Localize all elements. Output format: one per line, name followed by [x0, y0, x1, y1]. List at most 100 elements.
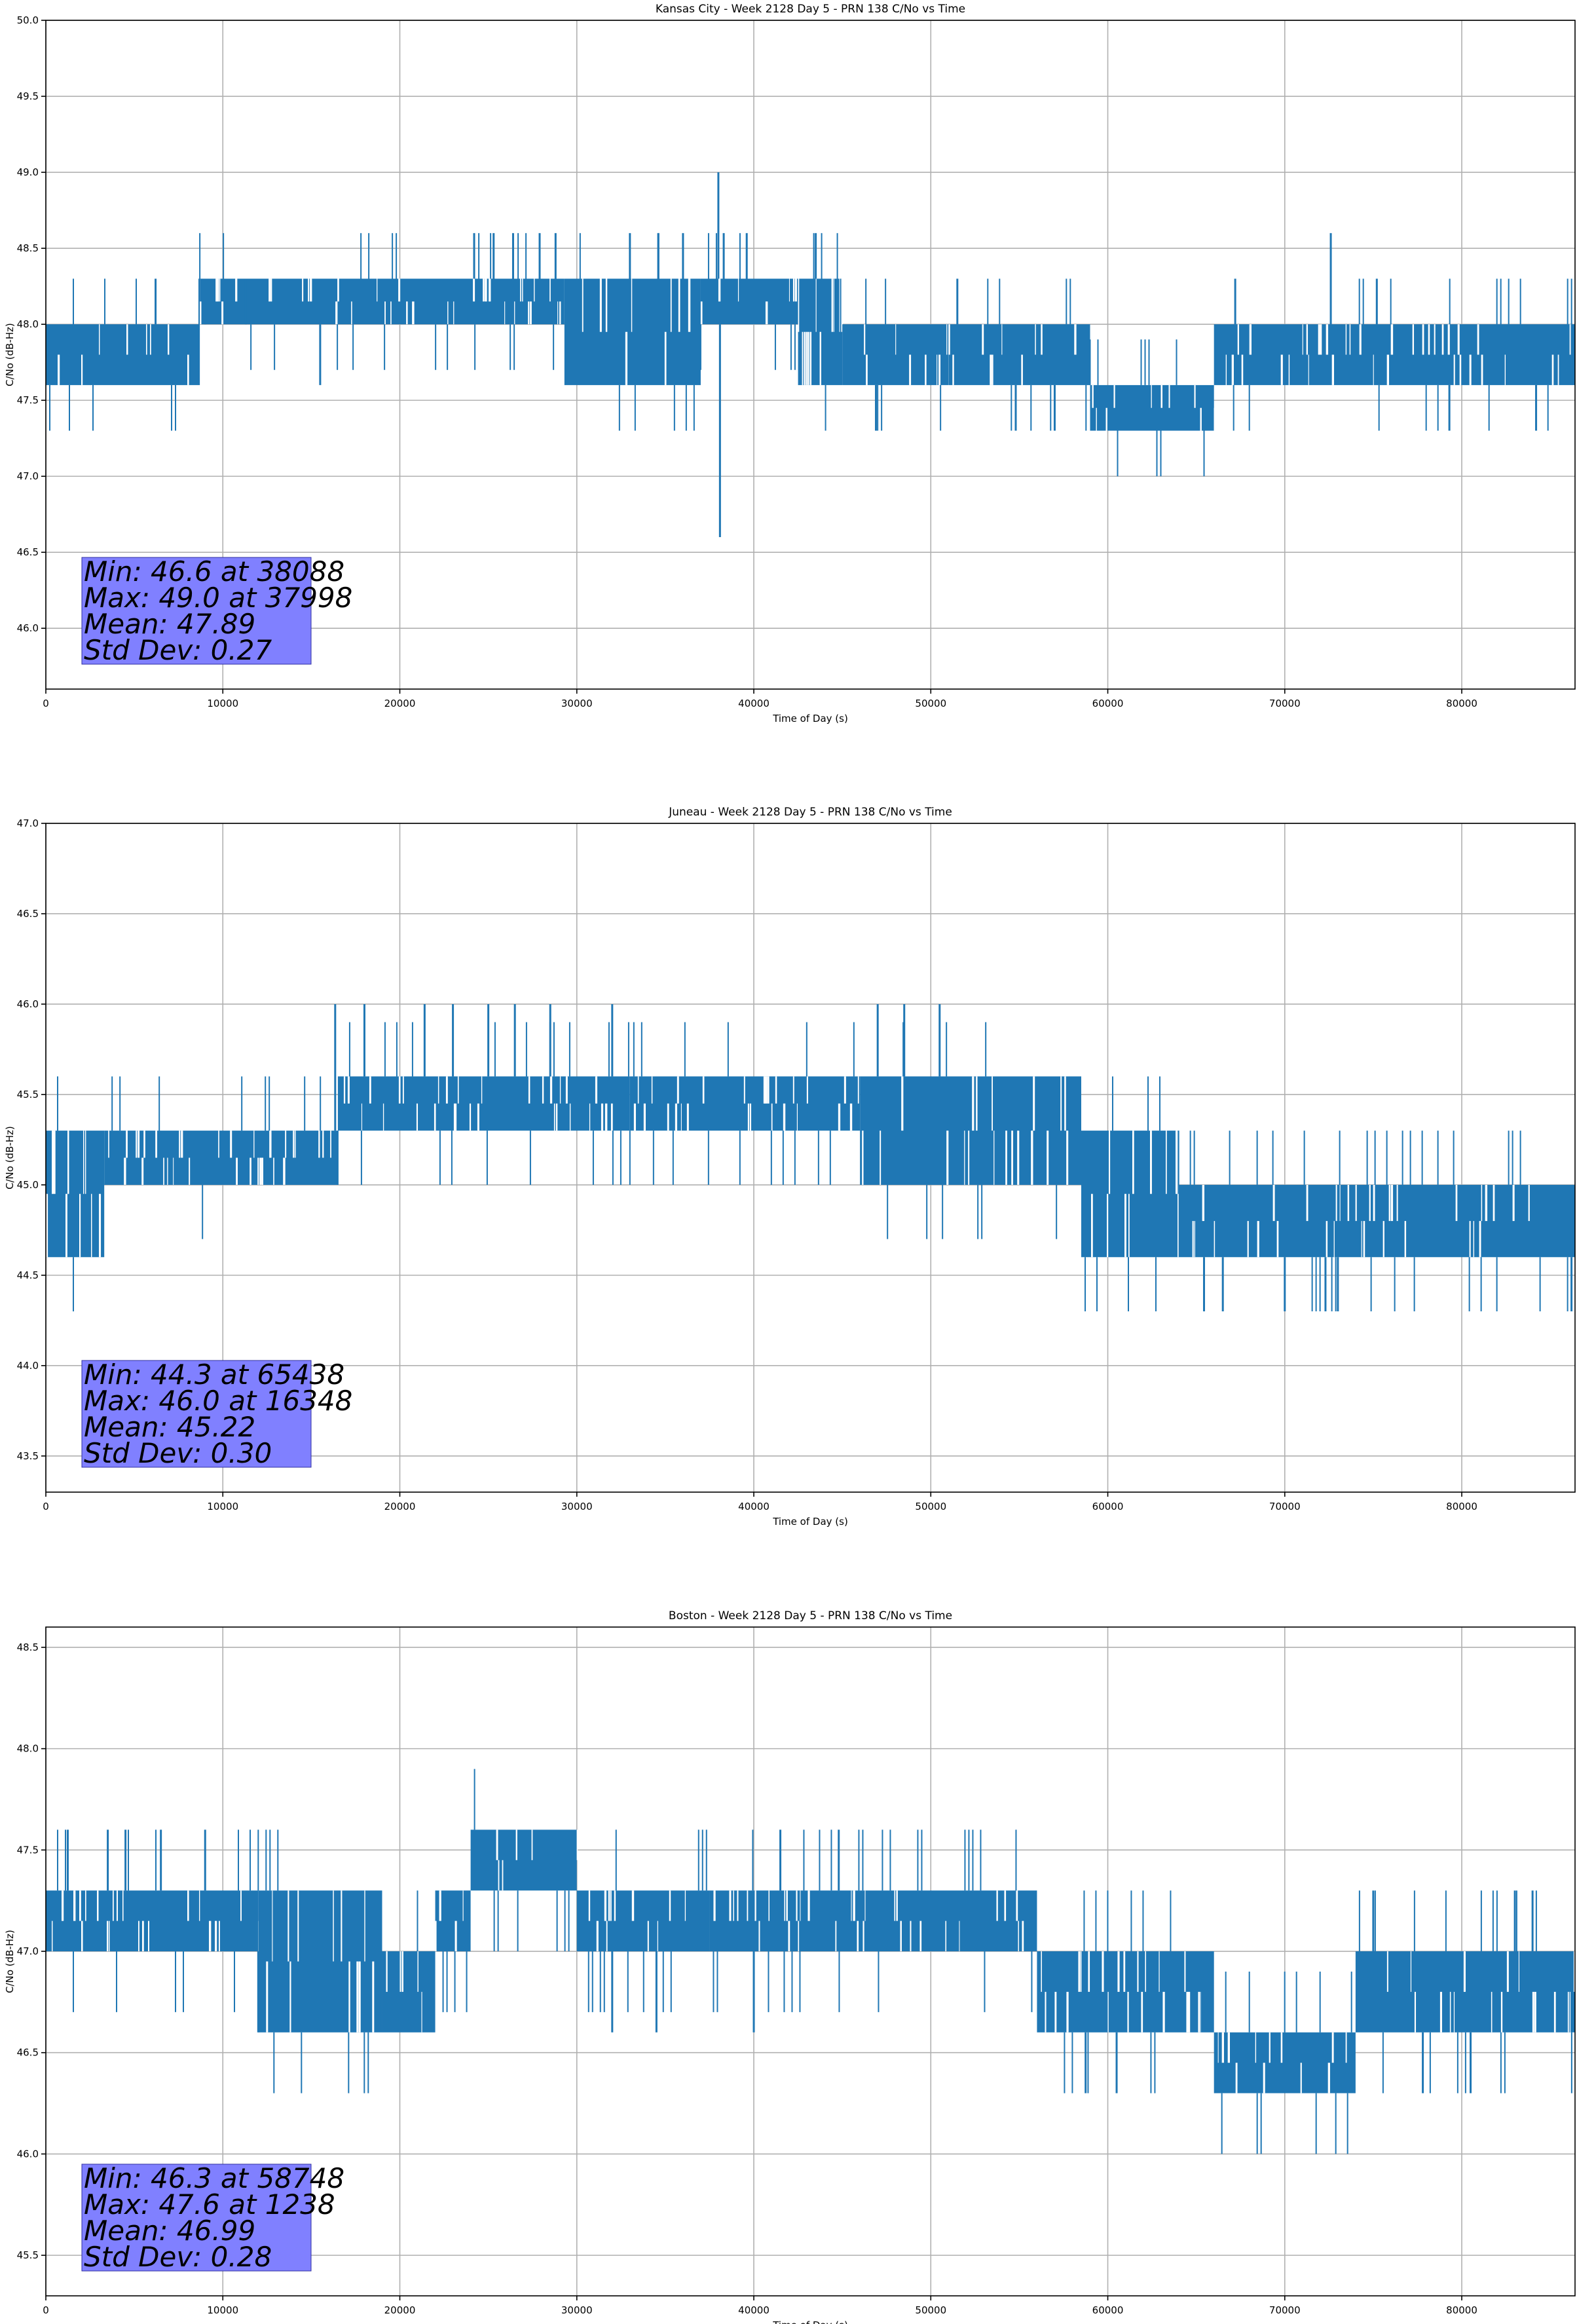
- band-gap: [549, 1076, 553, 1104]
- series-trace: [46, 1769, 1576, 2154]
- band-gap: [1127, 1991, 1129, 2033]
- band-gap: [514, 301, 515, 325]
- band-gap: [783, 1103, 786, 1131]
- y-tick-label: 47.5: [17, 394, 39, 406]
- series-trace: [46, 172, 1575, 537]
- band-gap: [1453, 354, 1455, 385]
- band-gap: [631, 1890, 635, 1921]
- series-band: [860, 1076, 1081, 1185]
- band-gap: [143, 1131, 145, 1158]
- band-gap: [792, 1076, 794, 1104]
- stats-line: Max: 46.0 at 16348: [84, 1385, 352, 1417]
- band-gap: [358, 1961, 361, 2033]
- series-band: [709, 1890, 1037, 1952]
- band-gap: [73, 1890, 76, 1921]
- band-gap: [1105, 407, 1107, 431]
- band-gap: [798, 278, 800, 332]
- band-gap: [1276, 1221, 1279, 1258]
- band-gap: [775, 1076, 777, 1104]
- band-gap: [862, 1131, 864, 1185]
- band-gap: [853, 1890, 855, 1921]
- band-gap: [83, 1131, 84, 1194]
- band-gap: [138, 1131, 140, 1158]
- band-gap: [864, 324, 866, 355]
- band-gap: [445, 1076, 448, 1104]
- series-band: [46, 1131, 105, 1258]
- stats-line: Min: 46.6 at 38088: [84, 555, 344, 588]
- band-gap: [1373, 354, 1374, 385]
- band-gap: [925, 354, 927, 385]
- band-gap: [557, 301, 559, 325]
- band-gap: [1369, 1184, 1371, 1222]
- band-gap: [992, 1076, 993, 1131]
- x-tick-label: 20000: [384, 2304, 416, 2316]
- band-gap: [270, 278, 272, 302]
- y-tick-label: 49.5: [17, 90, 39, 102]
- band-gap: [496, 1829, 498, 1860]
- series-band: [382, 1951, 436, 2033]
- series-band: [564, 278, 701, 385]
- band-gap: [1477, 324, 1479, 355]
- band-gap: [788, 278, 790, 302]
- band-gap: [758, 1921, 760, 1952]
- band-gap: [688, 278, 691, 332]
- series-band: [46, 324, 200, 385]
- band-gap: [1272, 1184, 1275, 1222]
- y-tick-label: 46.5: [17, 546, 39, 558]
- series-band: [576, 1890, 710, 1952]
- band-gap: [1479, 1221, 1481, 1258]
- band-gap: [136, 1131, 138, 1158]
- y-tick-label: 48.0: [17, 318, 39, 330]
- band-gap: [1318, 324, 1320, 355]
- band-gap: [485, 278, 487, 302]
- band-gap: [372, 1961, 375, 2033]
- band-gap: [528, 301, 530, 325]
- band-gap: [117, 1890, 118, 1921]
- band-gap: [1373, 1184, 1375, 1222]
- band-gap: [1457, 324, 1460, 355]
- band-gap: [364, 1890, 365, 1962]
- band-gap: [599, 278, 602, 332]
- band-gap: [1001, 324, 1003, 355]
- band-gap: [200, 301, 202, 325]
- band-gap: [1096, 407, 1097, 431]
- band-gap: [54, 1131, 56, 1194]
- band-gap: [266, 1961, 269, 2033]
- band-gap: [604, 1890, 607, 1921]
- x-tick-label: 30000: [561, 1501, 593, 1512]
- chart-title: Juneau - Week 2128 Day 5 - PRN 138 C/No …: [668, 806, 952, 819]
- band-gap: [318, 1131, 320, 1158]
- x-tick-label: 40000: [738, 2304, 770, 2316]
- band-gap: [1388, 1184, 1390, 1222]
- band-gap: [341, 1890, 343, 1962]
- band-gap: [1108, 1131, 1111, 1194]
- band-gap: [559, 1076, 561, 1104]
- y-tick-label: 45.5: [17, 1089, 39, 1100]
- band-gap: [831, 278, 833, 332]
- band-gap: [504, 301, 506, 325]
- band-gap: [1162, 1991, 1165, 2033]
- stats-line: Max: 49.0 at 37998: [84, 582, 352, 614]
- band-gap: [62, 1890, 64, 1921]
- band-gap: [107, 1921, 109, 1952]
- y-tick-label: 47.5: [17, 1844, 39, 1856]
- band-gap: [633, 1103, 636, 1131]
- y-tick-label: 45.5: [17, 2249, 39, 2261]
- stats-line: Min: 44.3 at 65438: [84, 1359, 344, 1391]
- band-gap: [417, 1951, 418, 1992]
- band-gap: [285, 1131, 287, 1158]
- band-gap: [976, 1076, 978, 1131]
- band-gap: [1453, 1991, 1455, 2033]
- band-gap: [1184, 1951, 1186, 1992]
- band-gap: [199, 1890, 200, 1921]
- x-tick-label: 70000: [1269, 1501, 1301, 1512]
- band-gap: [187, 354, 189, 385]
- band-gap: [356, 1961, 359, 2033]
- series-band: [337, 1076, 630, 1131]
- band-gap: [1214, 1221, 1215, 1258]
- band-gap: [702, 1076, 705, 1104]
- band-gap: [122, 1890, 124, 1921]
- band-gap: [261, 1157, 264, 1185]
- band-gap: [1263, 2063, 1265, 2093]
